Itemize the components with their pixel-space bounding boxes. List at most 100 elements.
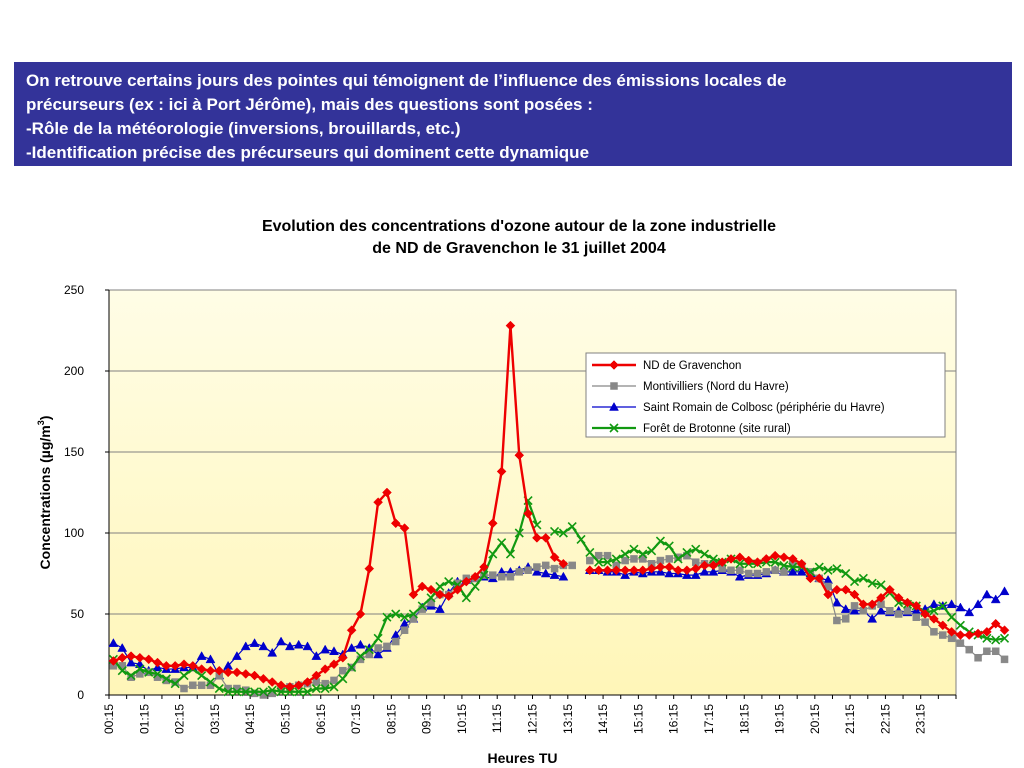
data-point bbox=[611, 565, 622, 576]
data-point bbox=[514, 450, 525, 461]
data-point bbox=[603, 551, 612, 560]
data-point bbox=[911, 601, 922, 611]
data-point bbox=[983, 647, 991, 656]
chart-title: Evolution des concentrations d'ozone aut… bbox=[100, 216, 938, 260]
legend-marker bbox=[610, 382, 618, 390]
data-point bbox=[302, 687, 313, 697]
data-point bbox=[346, 625, 357, 636]
data-point bbox=[840, 604, 851, 613]
data-point bbox=[391, 637, 400, 646]
data-point bbox=[717, 557, 728, 568]
data-point bbox=[373, 633, 383, 643]
data-point bbox=[991, 647, 1000, 656]
data-point bbox=[867, 578, 877, 588]
data-point bbox=[655, 536, 665, 546]
data-point bbox=[999, 633, 1010, 643]
data-point bbox=[364, 645, 374, 655]
data-point bbox=[541, 561, 550, 570]
data-point bbox=[311, 670, 322, 681]
data-point bbox=[611, 554, 621, 564]
data-point bbox=[832, 564, 842, 574]
data-point bbox=[831, 597, 842, 607]
data-point bbox=[568, 561, 576, 570]
series-line bbox=[112, 324, 565, 689]
data-point bbox=[620, 549, 630, 559]
data-point bbox=[602, 557, 613, 567]
data-point bbox=[788, 562, 798, 572]
banner-line-4: -Identification précise des précurseurs … bbox=[26, 143, 590, 162]
x-tick-label: 14:15 bbox=[596, 704, 610, 734]
data-point bbox=[558, 571, 569, 581]
data-point bbox=[708, 560, 719, 571]
x-tick-label: 17:15 bbox=[702, 704, 716, 734]
data-point bbox=[586, 556, 594, 565]
data-point bbox=[180, 684, 188, 693]
data-point bbox=[479, 570, 489, 580]
data-point bbox=[629, 544, 639, 554]
data-point bbox=[346, 643, 357, 652]
x-tick-label: 20:15 bbox=[808, 704, 822, 734]
data-point bbox=[974, 653, 982, 662]
data-point bbox=[637, 565, 648, 576]
data-point bbox=[602, 565, 613, 576]
data-point bbox=[514, 528, 524, 538]
data-point bbox=[205, 665, 216, 676]
data-point bbox=[444, 577, 454, 587]
data-point bbox=[849, 577, 860, 587]
data-point bbox=[293, 680, 304, 691]
data-point bbox=[991, 635, 1001, 645]
data-point bbox=[258, 641, 269, 651]
legend-marker bbox=[609, 401, 619, 411]
data-point bbox=[382, 487, 392, 498]
data-point bbox=[736, 566, 744, 575]
data-point bbox=[409, 615, 418, 623]
data-point bbox=[320, 664, 331, 674]
data-point bbox=[664, 562, 675, 572]
data-point bbox=[981, 589, 992, 599]
data-point bbox=[550, 564, 559, 573]
y-tick-label: 200 bbox=[64, 364, 84, 378]
data-point bbox=[390, 518, 401, 529]
data-point bbox=[761, 554, 772, 564]
data-point bbox=[152, 657, 163, 668]
data-point bbox=[965, 645, 973, 654]
data-point bbox=[982, 626, 992, 637]
x-tick-label: 13:15 bbox=[561, 704, 575, 734]
data-point bbox=[894, 610, 903, 618]
data-point bbox=[780, 568, 788, 576]
x-tick-label: 16:15 bbox=[667, 704, 681, 734]
data-point bbox=[426, 584, 436, 595]
data-point bbox=[964, 607, 975, 617]
banner-line-1: On retrouve certains jours des pointes q… bbox=[26, 71, 787, 90]
data-point bbox=[214, 665, 225, 676]
data-point bbox=[170, 660, 181, 671]
data-point bbox=[939, 631, 947, 639]
data-point bbox=[621, 556, 629, 565]
data-point bbox=[567, 521, 577, 532]
x-tick-label: 08:15 bbox=[384, 704, 398, 734]
data-point bbox=[814, 573, 825, 584]
data-point bbox=[197, 670, 207, 681]
data-point bbox=[364, 563, 375, 574]
data-point bbox=[400, 626, 409, 634]
data-point bbox=[540, 568, 551, 578]
data-point bbox=[320, 644, 331, 654]
data-point bbox=[258, 673, 269, 684]
data-point bbox=[249, 670, 260, 681]
data-point bbox=[805, 573, 816, 584]
legend-label: ND de Gravenchon bbox=[643, 360, 741, 372]
data-point bbox=[117, 666, 127, 676]
data-point bbox=[823, 589, 833, 600]
data-point bbox=[329, 646, 339, 656]
chart-title-line-1: Evolution des concentrations d'ozone aut… bbox=[261, 218, 777, 235]
data-point bbox=[955, 620, 965, 630]
data-point bbox=[735, 559, 745, 569]
data-point bbox=[161, 660, 172, 671]
data-point bbox=[753, 569, 762, 578]
data-point bbox=[630, 555, 638, 563]
data-point bbox=[876, 580, 886, 590]
data-point bbox=[241, 687, 251, 697]
x-tick-label: 23:15 bbox=[914, 704, 928, 734]
data-point bbox=[867, 599, 878, 610]
data-point bbox=[408, 589, 419, 600]
